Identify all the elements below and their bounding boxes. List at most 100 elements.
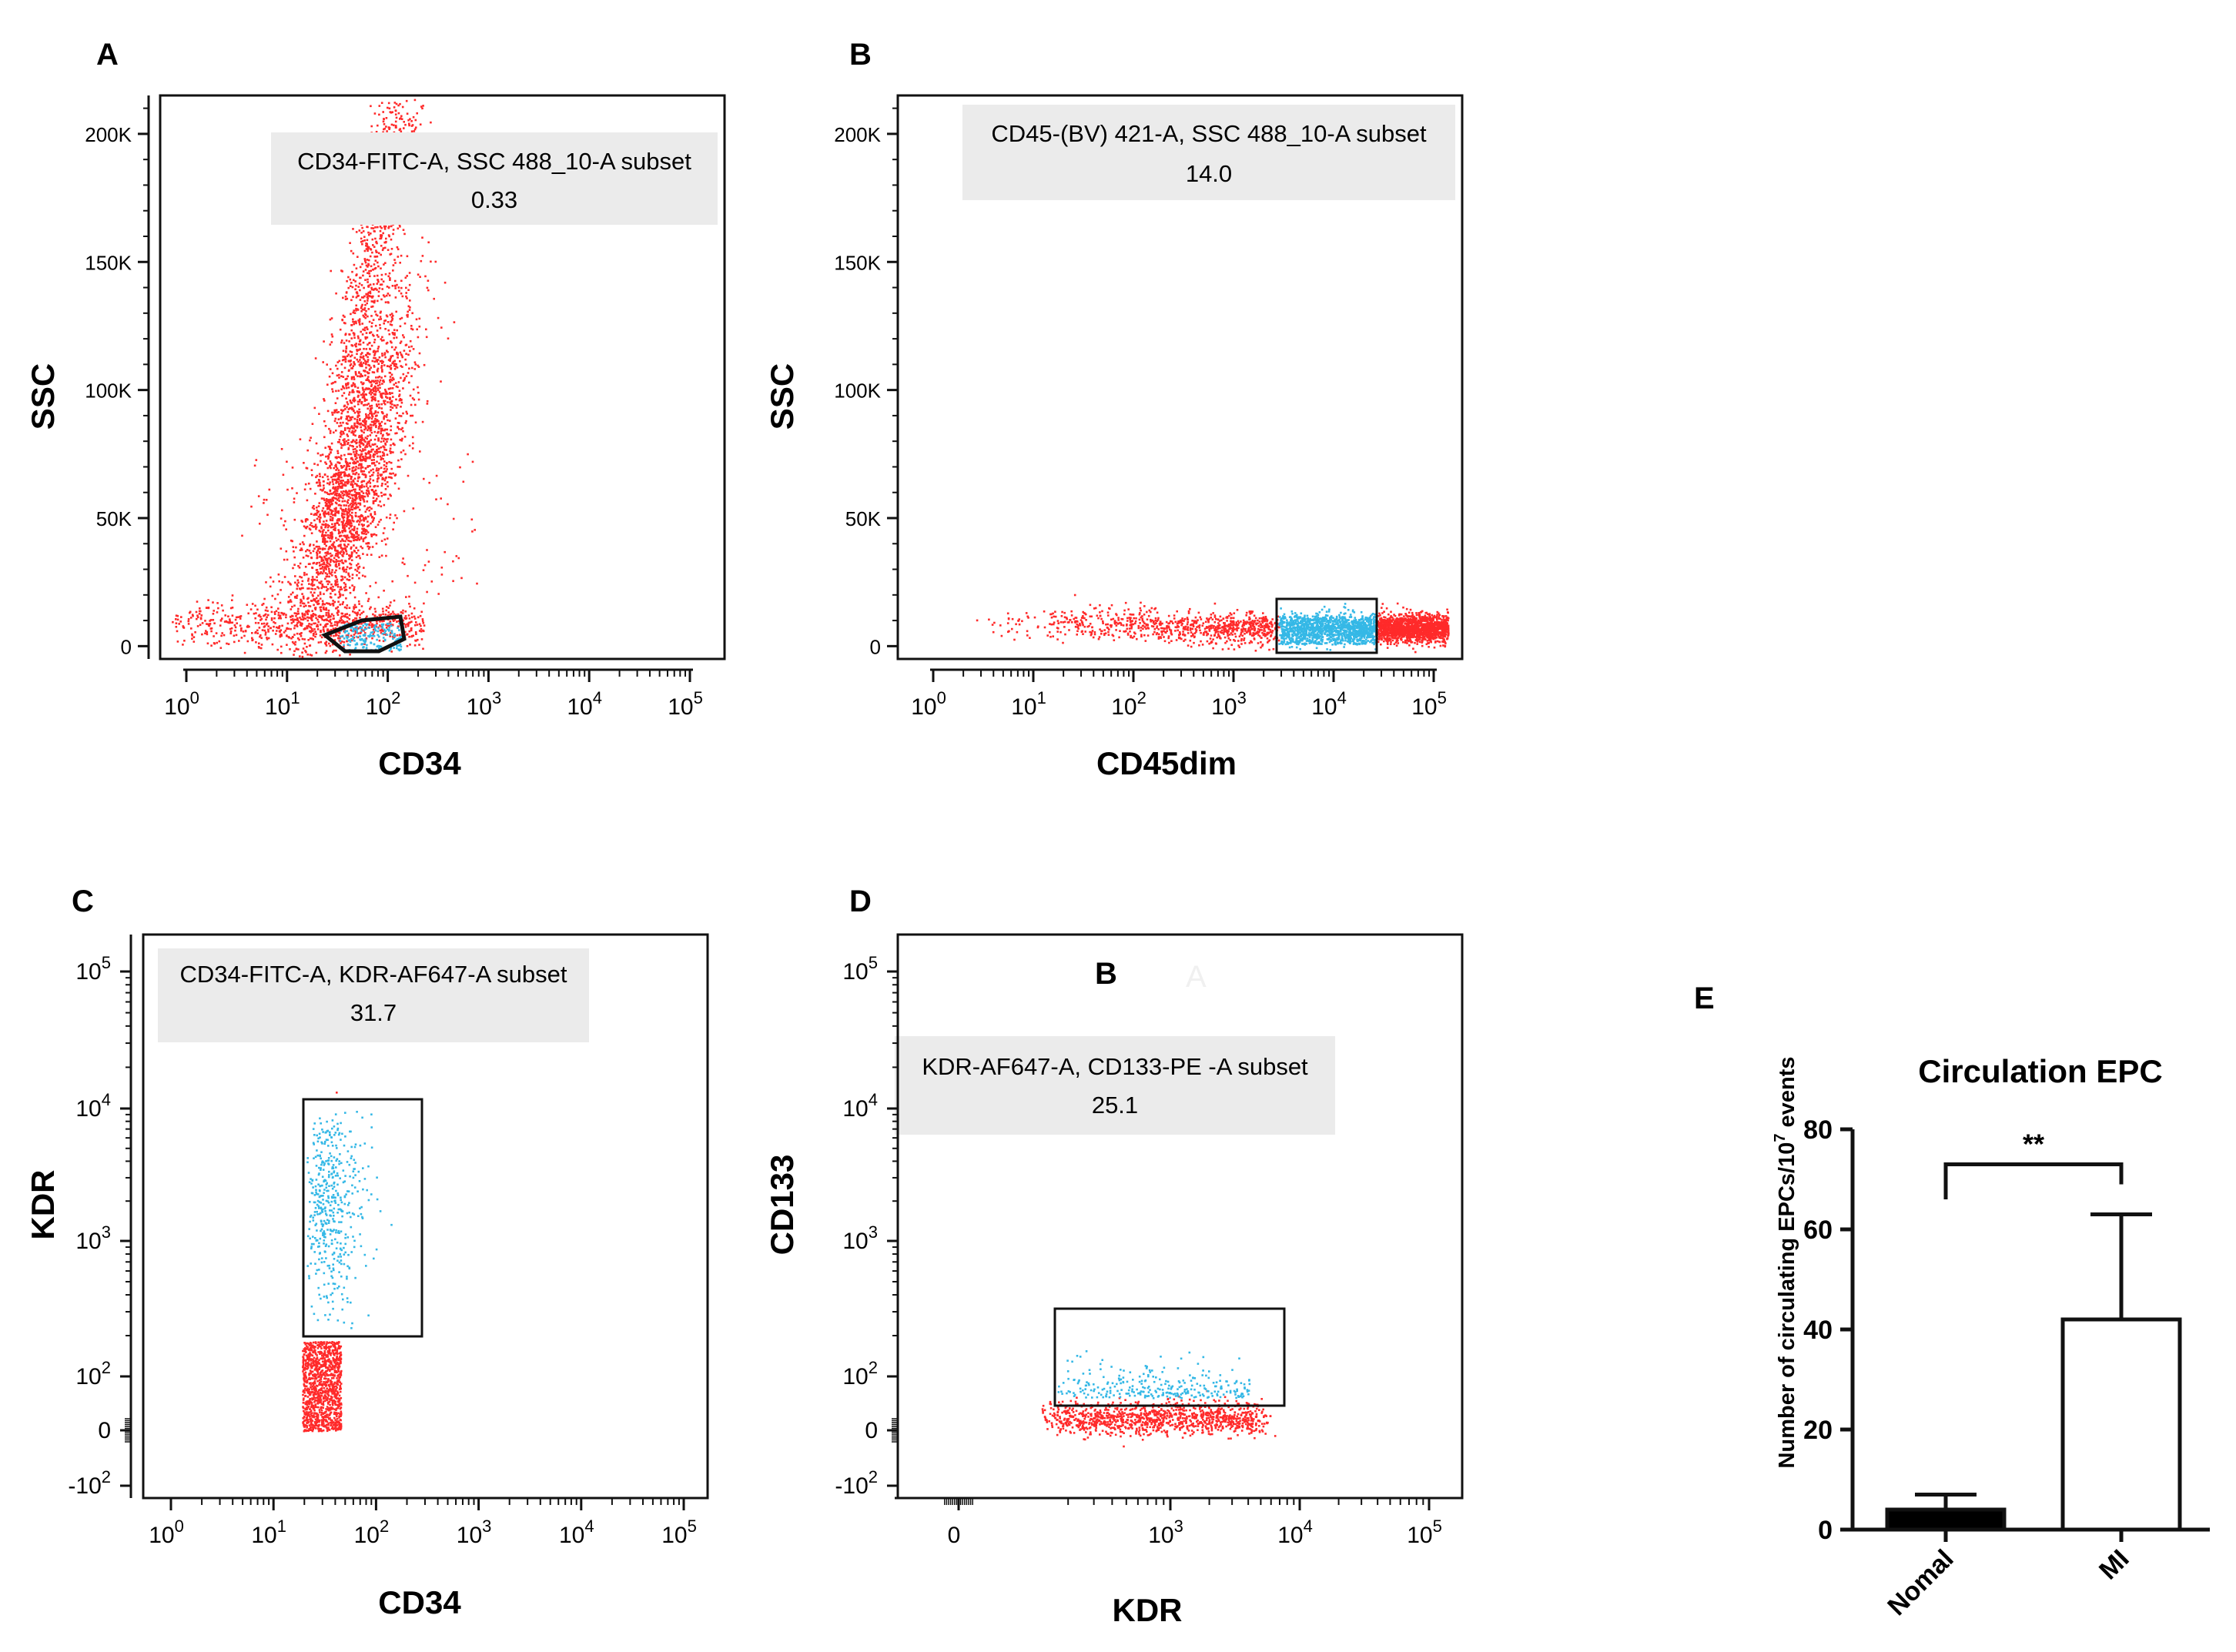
panel-a-event-point bbox=[392, 360, 395, 363]
panel-a-event-point bbox=[393, 635, 397, 637]
panel-a-event-point bbox=[280, 547, 283, 550]
panel-b-event-point bbox=[1097, 617, 1100, 620]
panel-a-event-point bbox=[352, 501, 355, 503]
panel-a-event-point bbox=[395, 639, 397, 642]
panel-a-event-point bbox=[403, 510, 406, 513]
panel-a-event-point bbox=[208, 624, 211, 627]
panel-a-event-point bbox=[309, 544, 311, 547]
panel-a-event-point bbox=[338, 425, 340, 427]
panel-a-event-point bbox=[425, 328, 427, 331]
panel-a-event-point bbox=[387, 275, 390, 278]
panel-a-event-point bbox=[428, 481, 430, 484]
panel-a-event-point bbox=[373, 371, 376, 374]
panel-a-event-point bbox=[391, 379, 393, 382]
panel-a-event-point bbox=[316, 624, 319, 626]
panel-a-event-point bbox=[308, 623, 310, 625]
panel-a-event-point bbox=[399, 262, 401, 264]
panel-a-event-point bbox=[336, 487, 340, 490]
panel-a-event-point bbox=[397, 459, 400, 462]
panel-a-event-point bbox=[377, 469, 380, 472]
panel-a-event-point bbox=[283, 558, 286, 561]
panel-a-event-point bbox=[348, 554, 350, 557]
panel-a-event-point bbox=[328, 642, 330, 645]
panel-a-event-point bbox=[353, 589, 355, 592]
panel-a-event-point bbox=[194, 631, 196, 634]
panel-a-event-point bbox=[420, 610, 423, 614]
panel-a-event-point bbox=[350, 406, 353, 409]
panel-a-event-point bbox=[390, 647, 392, 650]
panel-a-event-point bbox=[368, 387, 371, 390]
panel-a-event-point bbox=[351, 390, 354, 392]
panel-a-event-point bbox=[350, 282, 353, 284]
panel-a-event-point bbox=[377, 485, 379, 487]
panel-a-event-point bbox=[324, 540, 327, 543]
panel-a-event-point bbox=[259, 523, 261, 525]
panel-b-event-point bbox=[1277, 615, 1280, 618]
panel-a-event-point bbox=[323, 420, 326, 423]
panel-a-event-point bbox=[457, 557, 460, 560]
panel-a-event-point bbox=[331, 536, 333, 538]
panel-a-event-point bbox=[340, 507, 342, 510]
panel-a-event-point bbox=[387, 438, 389, 440]
panel-a-event-point bbox=[380, 629, 383, 632]
panel-a-event-point bbox=[349, 427, 351, 430]
panel-a-event-point bbox=[352, 635, 354, 638]
panel-a-event-point bbox=[367, 363, 370, 366]
panel-a-event-point bbox=[395, 406, 398, 409]
panel-a-event-point bbox=[378, 390, 381, 393]
panel-a-event-point bbox=[347, 453, 350, 456]
panel-a-event-point bbox=[407, 621, 410, 624]
panel-a-event-point bbox=[217, 607, 219, 610]
panel-a-event-point bbox=[335, 576, 337, 579]
panel-a-event-point bbox=[317, 587, 320, 590]
panel-a-event-point bbox=[401, 295, 404, 298]
panel-a-event-point bbox=[430, 260, 432, 263]
panel-a-event-point bbox=[354, 539, 356, 541]
panel-a-event-point bbox=[355, 304, 357, 307]
panel-a-event-point bbox=[293, 627, 296, 630]
panel-a-event-point bbox=[301, 651, 303, 654]
panel-a-event-point bbox=[381, 607, 384, 610]
panel-a-event-point bbox=[372, 500, 375, 503]
panel-a-event-point bbox=[353, 502, 356, 505]
panel-a-event-point bbox=[452, 580, 454, 583]
panel-a-event-point bbox=[334, 402, 337, 404]
panel-a-event-point bbox=[248, 625, 250, 628]
panel-a-event-point bbox=[296, 579, 300, 582]
panel-a-event-point bbox=[359, 617, 361, 619]
panel-a-event-point bbox=[361, 226, 363, 229]
panel-a-event-point bbox=[352, 296, 354, 298]
panel-a-event-point bbox=[370, 322, 373, 324]
panel-a-event-point bbox=[345, 349, 347, 353]
panel-b-event-point bbox=[1122, 624, 1125, 627]
panel-b-event-point bbox=[1385, 607, 1388, 610]
panel-a-event-point bbox=[300, 598, 302, 601]
panel-a-event-point bbox=[345, 345, 348, 348]
panel-a-event-point bbox=[403, 349, 406, 352]
panel-a-event-point bbox=[364, 530, 367, 533]
panel-a-event-point bbox=[182, 644, 184, 646]
panel-a-event-point bbox=[355, 612, 357, 614]
panel-a-event-point bbox=[336, 560, 340, 563]
panel-a-event-point bbox=[365, 485, 368, 487]
panel-a-event-point bbox=[348, 340, 350, 343]
panel-b-event-point bbox=[1265, 623, 1267, 625]
panel-a-event-point bbox=[404, 358, 407, 361]
panel-a-event-point bbox=[322, 489, 324, 491]
panel-a-event-point bbox=[192, 636, 196, 638]
panel-a-event-point bbox=[413, 607, 416, 610]
panel-a-event-point bbox=[346, 643, 350, 646]
panel-a-event-point bbox=[355, 556, 358, 559]
panel-a-event-point bbox=[357, 337, 360, 339]
panel-a-event-point bbox=[301, 612, 303, 615]
panel-a-event-point bbox=[329, 460, 332, 463]
panel-a-event-point bbox=[358, 463, 361, 466]
panel-a-event-point bbox=[239, 617, 242, 620]
panel-a-event-point bbox=[362, 530, 365, 533]
panel-a-event-point bbox=[400, 648, 402, 651]
panel-a-event-point bbox=[452, 517, 455, 520]
panel-a-event-point bbox=[367, 456, 369, 460]
panel-a-event-point bbox=[365, 647, 368, 649]
panel-a-event-point bbox=[393, 482, 397, 485]
panel-a-gate[interactable] bbox=[321, 614, 407, 654]
